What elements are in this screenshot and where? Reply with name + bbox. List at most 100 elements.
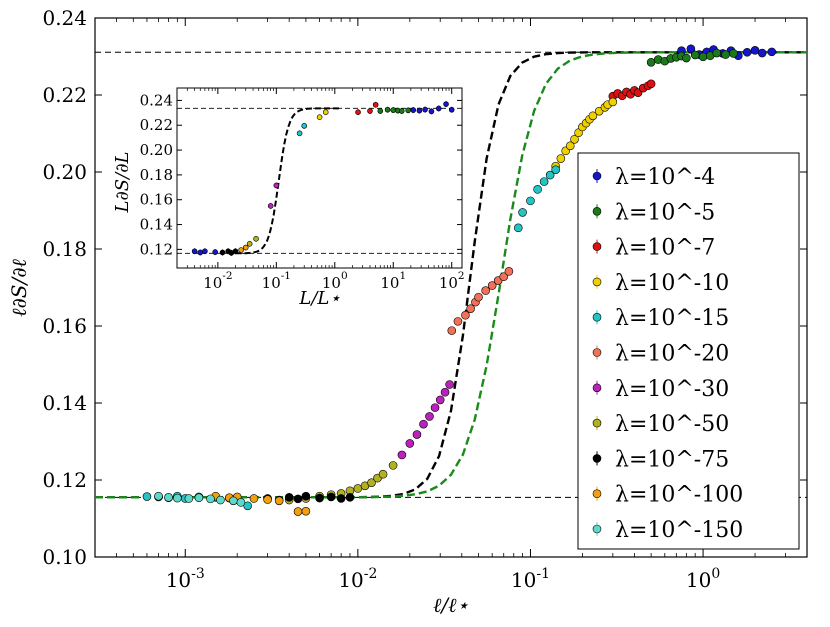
data-point-series-4 — [526, 196, 535, 206]
inset-data-point-8 — [377, 108, 384, 114]
data-point-series-8 — [326, 492, 336, 502]
legend-marker — [592, 312, 602, 322]
data-point-series-5 — [453, 317, 463, 326]
data-point-series-6 — [412, 430, 422, 439]
data-point-series-10 — [216, 495, 225, 505]
data-point-series-4 — [142, 492, 152, 501]
main-plot-frame — [94, 17, 808, 558]
data-point-series-9 — [263, 495, 272, 504]
inset-data-points — [191, 101, 455, 256]
data-point-series-4 — [545, 170, 555, 180]
data-point-series-0 — [686, 44, 696, 54]
inset-data-point-3 — [253, 236, 259, 242]
legend-marker — [592, 242, 602, 251]
y-tick-label: 0.14 — [42, 391, 87, 415]
inset-data-point-4 — [273, 182, 280, 189]
main-theory-curves — [95, 51, 807, 499]
legend-label: λ=10^-15 — [615, 306, 729, 331]
inset-y-tick-label: 0.16 — [140, 191, 173, 209]
x-tick-label: 100 — [686, 566, 720, 592]
inset-data-point-6 — [322, 109, 329, 116]
inset-data-point-8 — [405, 107, 411, 114]
y-axis-label: ℓ∂S/∂ℓ — [7, 258, 31, 316]
data-point-series-5 — [487, 281, 497, 290]
data-point-series-0 — [757, 48, 767, 58]
data-point-series-4 — [539, 177, 549, 186]
data-point-series-7 — [353, 484, 363, 493]
data-point-series-1 — [721, 50, 730, 59]
legend-marker — [592, 348, 602, 357]
inset-data-point-0 — [191, 248, 198, 255]
data-point-series-10 — [194, 493, 204, 503]
legend-label: λ=10^-75 — [615, 447, 729, 472]
inset-data-point-0 — [202, 248, 208, 255]
data-point-series-3 — [608, 97, 618, 107]
data-point-series-7 — [388, 461, 398, 470]
inset-data-point-9 — [416, 107, 423, 114]
data-point-series-7 — [367, 478, 376, 487]
y-tick-label: 0.12 — [42, 468, 87, 492]
inset-y-tick-label: 0.12 — [140, 240, 173, 258]
inset-data-point-9 — [422, 106, 428, 113]
data-point-series-6 — [445, 380, 454, 389]
inset-data-point-0 — [212, 249, 218, 255]
data-point-series-3 — [570, 134, 579, 144]
data-point-series-6 — [435, 395, 445, 405]
legend-label: λ=10^-50 — [615, 412, 729, 437]
inset-x-tick-label: 10-1 — [262, 270, 291, 292]
main-ticks: 0.10 0.12 0.14 0.16 0.18 0.20 0.22 0.24 10-3 10-2… — [42, 6, 807, 592]
x-axis-label: ℓ/ℓ⋆ — [433, 593, 469, 617]
inset-black-dashed-curve — [235, 107, 342, 255]
data-point-series-1 — [712, 48, 722, 58]
legend-label: λ=10^-150 — [615, 518, 743, 543]
data-point-series-9 — [293, 507, 303, 516]
data-point-series-10 — [229, 496, 238, 506]
legend-marker — [592, 524, 602, 534]
inset-x-tick-label: 10-2 — [203, 270, 232, 292]
inset-x-tick-label: 101 — [380, 270, 406, 292]
data-point-series-8 — [284, 493, 294, 502]
data-point-series-5 — [466, 304, 475, 313]
data-point-series-6 — [430, 403, 440, 412]
legend-marker — [592, 489, 602, 499]
legend-marker — [592, 418, 602, 428]
data-point-series-6 — [405, 439, 415, 448]
data-point-series-7 — [378, 469, 388, 479]
inset-data-point-0 — [443, 101, 449, 107]
data-point-series-9 — [249, 494, 259, 503]
data-point-series-1 — [682, 53, 691, 63]
data-point-series-2 — [646, 79, 656, 89]
legend-label: λ=10^-30 — [615, 377, 729, 402]
inset-y-tick-label: 0.14 — [140, 216, 173, 234]
inset-x-axis-label: L/L⋆ — [298, 288, 340, 309]
inset-data-point-5 — [296, 130, 303, 137]
data-point-series-9 — [301, 506, 311, 516]
legend-marker — [592, 277, 602, 287]
inset-data-point-9 — [428, 108, 435, 115]
inset-data-point-8 — [384, 106, 391, 113]
inset-ticks: 0.12 0.14 0.16 0.18 0.20 0.22 0.24 10-2 10-1 100 1… — [140, 88, 465, 292]
inset-data-point-0 — [435, 105, 442, 112]
inset-data-point-1 — [232, 248, 239, 255]
inset-data-point-4 — [267, 203, 274, 209]
legend-marker — [592, 383, 602, 393]
y-tick-label: 0.24 — [42, 6, 87, 30]
data-point-series-4 — [518, 208, 527, 217]
data-point-series-6 — [440, 387, 450, 397]
y-tick-label: 0.20 — [42, 160, 87, 184]
data-point-series-0 — [742, 47, 752, 57]
inset-data-point-5 — [301, 123, 308, 129]
data-point-series-10 — [206, 494, 215, 504]
inset-data-point-3 — [246, 240, 253, 247]
legend-label: λ=10^-7 — [615, 236, 715, 261]
data-point-series-10 — [184, 494, 194, 503]
x-tick-label: 10-3 — [166, 566, 205, 592]
green-dashed-curve — [95, 51, 807, 499]
data-point-series-5 — [504, 267, 514, 276]
data-point-series-10 — [173, 493, 182, 503]
y-tick-label: 0.18 — [42, 237, 87, 261]
data-point-series-1 — [698, 52, 708, 62]
data-point-series-0 — [767, 47, 777, 57]
inset-x-tick-label: 102 — [439, 270, 465, 292]
